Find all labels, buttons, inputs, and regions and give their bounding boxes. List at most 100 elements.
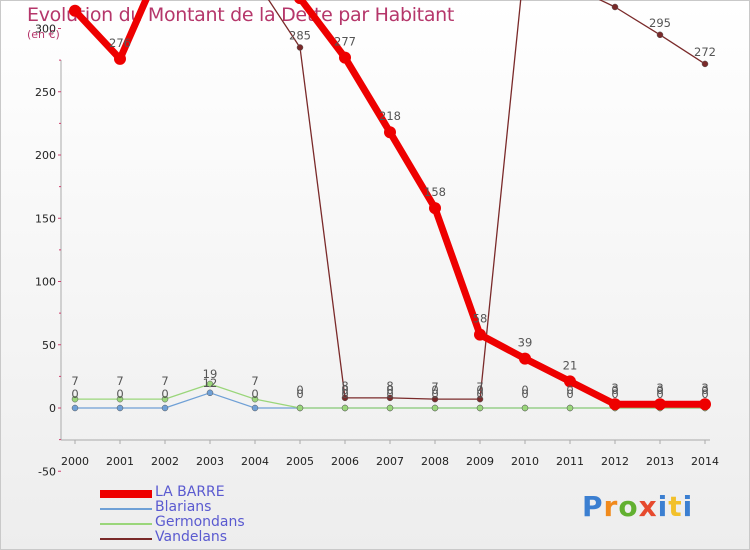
data-point-la-barre bbox=[699, 398, 711, 411]
x-tick-label: 2009 bbox=[466, 455, 494, 468]
data-point-la-barre bbox=[429, 202, 441, 215]
data-label-blarians: 12 bbox=[203, 376, 218, 390]
data-point-vandelans bbox=[611, 3, 619, 11]
data-point-germondans bbox=[116, 395, 124, 403]
data-point-vandelans bbox=[656, 31, 664, 39]
x-tick-label: 2011 bbox=[556, 455, 584, 468]
legend-swatch bbox=[100, 508, 152, 510]
data-label-germondans: 0 bbox=[341, 383, 348, 397]
y-tick-label: 300 bbox=[35, 23, 56, 36]
x-tick-label: 2007 bbox=[376, 455, 404, 468]
data-label-vandelans: 285 bbox=[289, 28, 311, 42]
y-tick-label: 0 bbox=[49, 402, 56, 415]
data-label-germondans: 0 bbox=[296, 383, 303, 397]
data-label-blarians: 0 bbox=[296, 387, 303, 401]
data-label-germondans: 0 bbox=[386, 383, 393, 397]
data-label-germondans: 0 bbox=[431, 383, 438, 397]
data-label-blarians: 0 bbox=[701, 387, 708, 401]
data-label-la-barre: 314 bbox=[64, 0, 86, 2]
data-point-vandelans bbox=[296, 44, 304, 51]
data-label-vandelans: 295 bbox=[649, 16, 671, 30]
x-tick-label: 2005 bbox=[286, 455, 314, 468]
data-label-vandelans: 317 bbox=[604, 0, 626, 2]
data-point-germondans bbox=[161, 395, 169, 403]
data-label-blarians: 0 bbox=[341, 387, 348, 401]
x-tick-label: 2000 bbox=[61, 455, 89, 468]
data-label-vandelans: 7 bbox=[476, 380, 483, 394]
data-point-germondans bbox=[476, 404, 484, 412]
data-label-la-barre: 277 bbox=[334, 35, 356, 49]
data-label-germondans: 0 bbox=[566, 383, 573, 397]
data-point-germondans bbox=[341, 404, 349, 412]
data-point-la-barre bbox=[519, 352, 531, 365]
data-label-vandelans: 8 bbox=[341, 379, 348, 393]
data-point-la-barre bbox=[294, 0, 306, 5]
x-tick-label: 2002 bbox=[151, 455, 179, 468]
data-label-la-barre: 276 bbox=[109, 36, 131, 50]
data-point-la-barre bbox=[384, 126, 396, 139]
legend-label: Blarians bbox=[155, 499, 212, 515]
x-tick-label: 2010 bbox=[511, 455, 539, 468]
data-point-la-barre bbox=[609, 398, 621, 411]
data-label-blarians: 0 bbox=[161, 387, 168, 401]
data-label-germondans: 7 bbox=[251, 374, 258, 388]
data-point-germondans bbox=[386, 404, 394, 412]
chart-subtitle: (en €) bbox=[27, 28, 60, 41]
data-label-blarians: 0 bbox=[566, 387, 573, 401]
legend-swatch bbox=[100, 490, 152, 498]
series-line-la-barre bbox=[72, 0, 705, 408]
x-tick-label: 2012 bbox=[601, 455, 629, 468]
x-tick-label: 2003 bbox=[196, 455, 224, 468]
data-point-germondans bbox=[566, 404, 574, 412]
data-point-germondans bbox=[296, 404, 304, 412]
data-label-germondans: 0 bbox=[476, 383, 483, 397]
data-label-germondans: 0 bbox=[701, 383, 708, 397]
data-label-germondans: 0 bbox=[611, 383, 618, 397]
data-label-blarians: 0 bbox=[431, 387, 438, 401]
data-point-la-barre bbox=[474, 328, 486, 341]
data-point-blarians bbox=[206, 389, 214, 397]
data-label-blarians: 0 bbox=[521, 387, 528, 401]
data-label-germondans: 0 bbox=[521, 383, 528, 397]
data-point-vandelans bbox=[431, 395, 439, 403]
data-label-la-barre: 58 bbox=[473, 312, 488, 326]
legend-swatch bbox=[100, 523, 152, 525]
data-point-blarians bbox=[116, 404, 124, 412]
data-label-vandelans: 272 bbox=[694, 45, 716, 59]
data-point-vandelans bbox=[386, 394, 394, 402]
series-line-vandelans bbox=[267, 0, 706, 400]
data-label-germondans: 7 bbox=[161, 374, 168, 388]
data-label-vandelans: 7 bbox=[431, 380, 438, 394]
data-point-germondans bbox=[251, 395, 259, 403]
legend-label: Germondans bbox=[155, 514, 245, 530]
data-label-vandelans: 8 bbox=[386, 379, 393, 393]
data-point-vandelans bbox=[341, 394, 349, 402]
data-point-blarians bbox=[251, 404, 259, 412]
data-label-germondans: 19 bbox=[203, 367, 218, 381]
data-point-germondans bbox=[206, 380, 214, 388]
data-label-la-barre: 218 bbox=[379, 109, 401, 123]
y-tick-label: 150 bbox=[35, 212, 56, 225]
data-label-la-barre: 21 bbox=[563, 358, 578, 372]
data-label-germondans: 7 bbox=[116, 374, 123, 388]
data-point-vandelans bbox=[701, 60, 709, 68]
data-point-la-barre bbox=[114, 52, 126, 65]
data-label-la-barre: 3 bbox=[611, 381, 618, 395]
data-point-blarians bbox=[71, 404, 79, 412]
data-label-la-barre: 39 bbox=[518, 336, 533, 350]
data-point-la-barre bbox=[564, 375, 576, 388]
data-label-germondans: 7 bbox=[71, 374, 78, 388]
x-tick-label: 2001 bbox=[106, 455, 134, 468]
x-tick-label: 2008 bbox=[421, 455, 449, 468]
y-tick-label: 50 bbox=[42, 339, 56, 352]
x-tick-label: 2006 bbox=[331, 455, 359, 468]
data-point-la-barre bbox=[339, 51, 351, 64]
y-tick-label: 100 bbox=[35, 276, 56, 289]
x-tick-label: 2013 bbox=[646, 455, 674, 468]
data-point-blarians bbox=[161, 404, 169, 412]
data-point-la-barre bbox=[654, 398, 666, 411]
data-label-blarians: 0 bbox=[116, 387, 123, 401]
x-tick-label: 2004 bbox=[241, 455, 269, 468]
